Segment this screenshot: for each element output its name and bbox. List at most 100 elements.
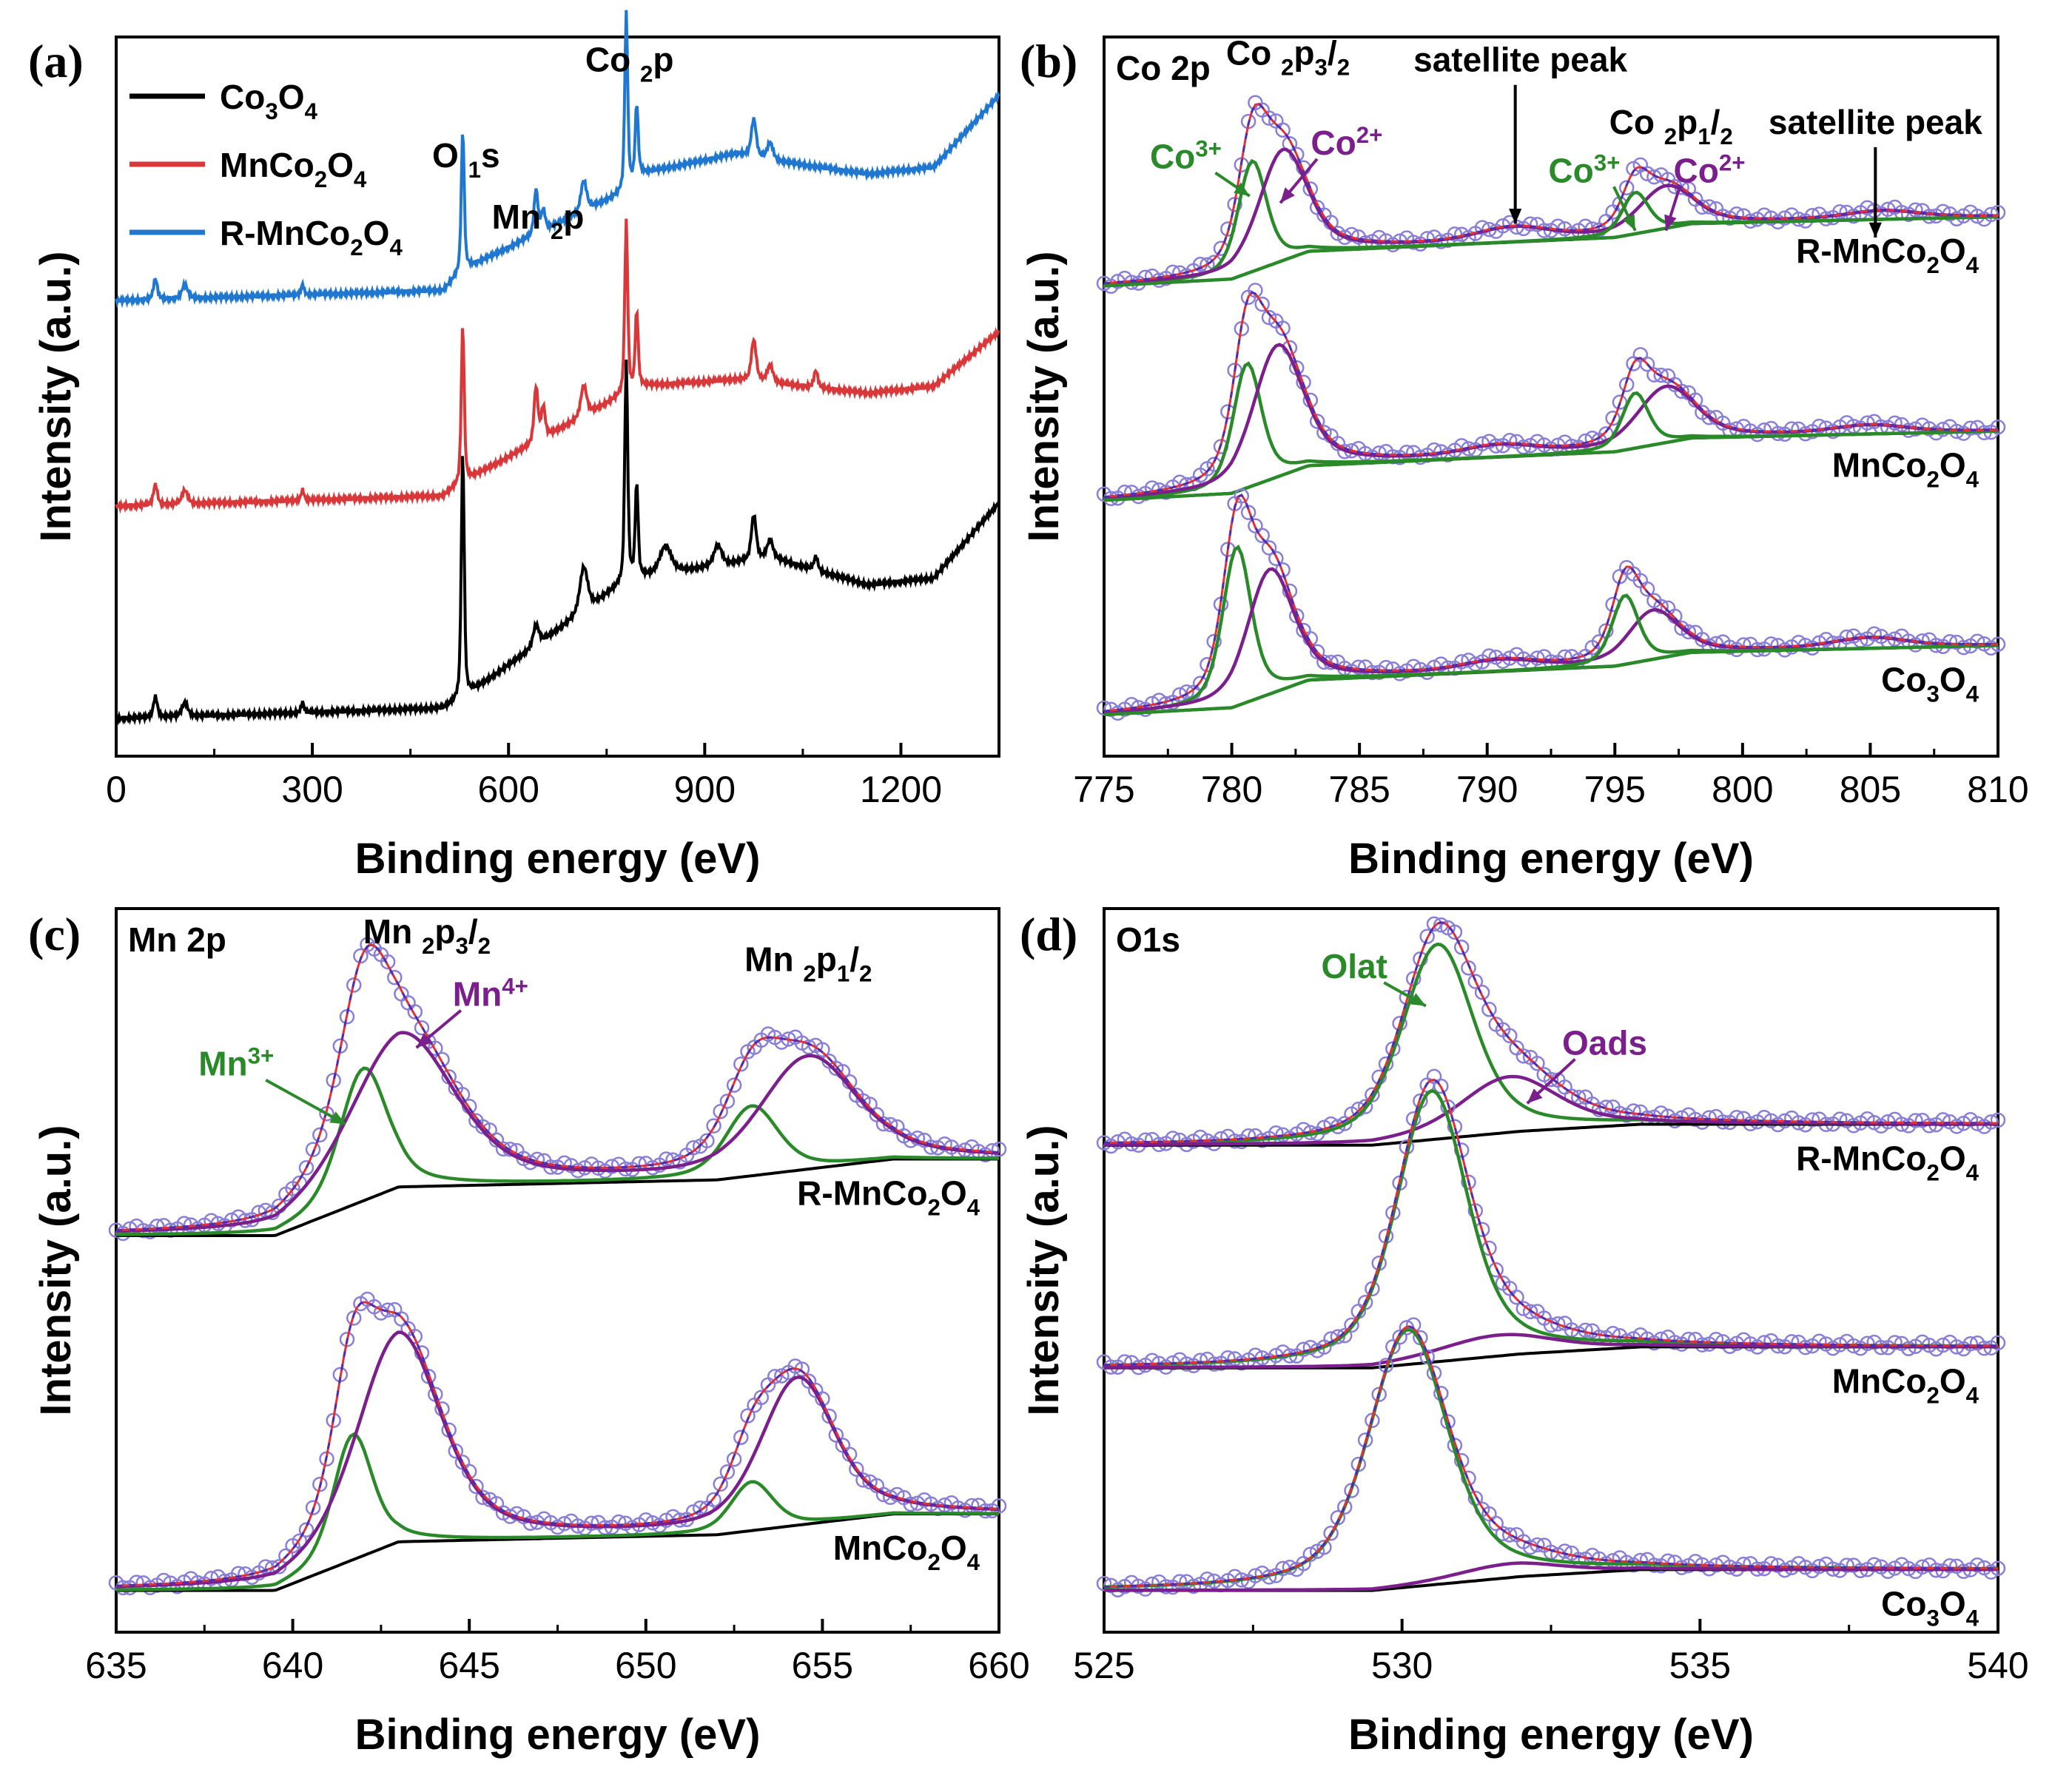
- data-point: [1357, 1294, 1373, 1310]
- data-point: [353, 948, 369, 964]
- peak-annotation: Mn3+: [198, 1043, 274, 1083]
- data-point: [1921, 209, 1937, 224]
- data-point: [1350, 659, 1367, 675]
- peak-annotation: satellite peak: [1769, 103, 1982, 141]
- x-tick-label: 900: [674, 769, 736, 810]
- data-point: [726, 1077, 742, 1093]
- data-point: [1447, 1119, 1463, 1135]
- data-point: [774, 1034, 790, 1050]
- data-point: [1474, 220, 1490, 235]
- data-point: [706, 1118, 721, 1134]
- x-tick-label: 790: [1456, 769, 1518, 810]
- component-co3-2p1-2: [1103, 593, 1999, 717]
- data-point: [1701, 410, 1717, 425]
- data-point: [1887, 415, 1903, 431]
- component-mn3-: [115, 1432, 999, 1591]
- data-point: [1206, 633, 1222, 650]
- component-co3-2p1-2: [1103, 190, 1999, 288]
- legend-label: R-MnCo2O4: [220, 214, 403, 260]
- data-point: [1447, 924, 1463, 940]
- data-point: [1248, 1347, 1263, 1363]
- trace-label: MnCo2O4: [1832, 446, 1979, 493]
- data-point: [1336, 1499, 1353, 1515]
- data-point: [1942, 633, 1958, 650]
- x-tick-label: 635: [85, 1645, 147, 1686]
- data-point: [1413, 449, 1428, 465]
- x-tick-label: 640: [262, 1645, 323, 1686]
- data-point: [733, 1056, 749, 1072]
- data-point: [1371, 229, 1387, 246]
- x-tick-label: 655: [792, 1645, 853, 1686]
- data-point: [1522, 1304, 1538, 1320]
- panel-c: 635 640 645 650 655 660 Binding energy (eV) Int…: [28, 907, 1030, 1759]
- panel-label: (a): [28, 35, 84, 87]
- data-point: [1804, 1112, 1820, 1128]
- envelope-fit-overlay: [1103, 1078, 1998, 1367]
- data-point: [1550, 218, 1566, 235]
- data-point: [448, 1443, 464, 1459]
- data-point: [787, 1358, 803, 1374]
- data-point: [584, 1515, 599, 1532]
- annotation-arrowhead: [1280, 187, 1295, 203]
- data-point: [1261, 309, 1277, 326]
- annotation-arrowhead: [329, 1111, 346, 1125]
- component-co2-: [1103, 567, 1999, 715]
- data-point: [1962, 1335, 1979, 1352]
- data-point: [1461, 960, 1476, 976]
- data-point: [1860, 1335, 1875, 1352]
- data-point: [1681, 624, 1697, 640]
- x-tick-label: 650: [615, 1645, 676, 1686]
- legend-label: MnCo2O4: [220, 146, 367, 192]
- x-tick-label: 775: [1073, 769, 1134, 810]
- y-axis-label: Intensity (a.u.): [32, 251, 80, 542]
- x-tick-label: 660: [968, 1645, 1029, 1686]
- component-co3-: [1103, 545, 1999, 715]
- data-point: [1900, 1341, 1917, 1356]
- data-point: [1268, 550, 1284, 567]
- data-point: [1433, 1078, 1449, 1094]
- x-tick-label: 785: [1328, 769, 1390, 810]
- data-points: [1096, 488, 2006, 721]
- envelope-fit-overlay: [1103, 494, 1999, 713]
- data-point: [387, 969, 403, 986]
- data-point: [1234, 1355, 1250, 1371]
- data-point: [1275, 320, 1291, 336]
- data-point: [1942, 1557, 1958, 1574]
- x-tick-label: 300: [281, 769, 343, 810]
- data-point: [740, 1408, 756, 1424]
- data-point: [828, 1427, 844, 1443]
- data-point: [849, 1461, 864, 1477]
- data-point: [292, 1533, 308, 1549]
- plot-frame: [115, 36, 1000, 758]
- data-point: [414, 1020, 430, 1036]
- data-point: [1812, 418, 1827, 434]
- data-point: [1866, 1557, 1882, 1572]
- envelope-fit: [1103, 494, 1999, 713]
- data-point: [1501, 1028, 1518, 1044]
- data-point: [407, 1004, 423, 1020]
- panel-title: Co 2p: [1116, 49, 1211, 87]
- data-point: [1956, 1563, 1971, 1580]
- x-tick-label: 645: [438, 1645, 499, 1686]
- data-point: [380, 954, 396, 970]
- data-point: [1220, 1350, 1236, 1366]
- x-axis-label: Binding energy (eV): [1348, 1711, 1754, 1759]
- envelope-fit-overlay: [1103, 921, 1999, 1144]
- data-point: [1336, 1327, 1353, 1344]
- data-point: [1639, 356, 1655, 372]
- data-point: [713, 1476, 728, 1492]
- peak-annotation: Olat: [1322, 947, 1387, 986]
- component-oads: [1104, 1333, 1998, 1370]
- data-point: [1447, 226, 1463, 242]
- data-point: [1900, 422, 1917, 438]
- x-tick-label: 0: [106, 769, 127, 810]
- panel-title: Mn 2p: [128, 920, 226, 959]
- data-point: [1474, 985, 1490, 1000]
- data-point: [475, 1489, 491, 1506]
- data-point: [1509, 1290, 1524, 1305]
- x-tick-label: 810: [1967, 769, 2028, 810]
- envelope-fit-overlay: [115, 1301, 1000, 1587]
- data-point: [1543, 1071, 1559, 1088]
- data-point: [1344, 1317, 1359, 1333]
